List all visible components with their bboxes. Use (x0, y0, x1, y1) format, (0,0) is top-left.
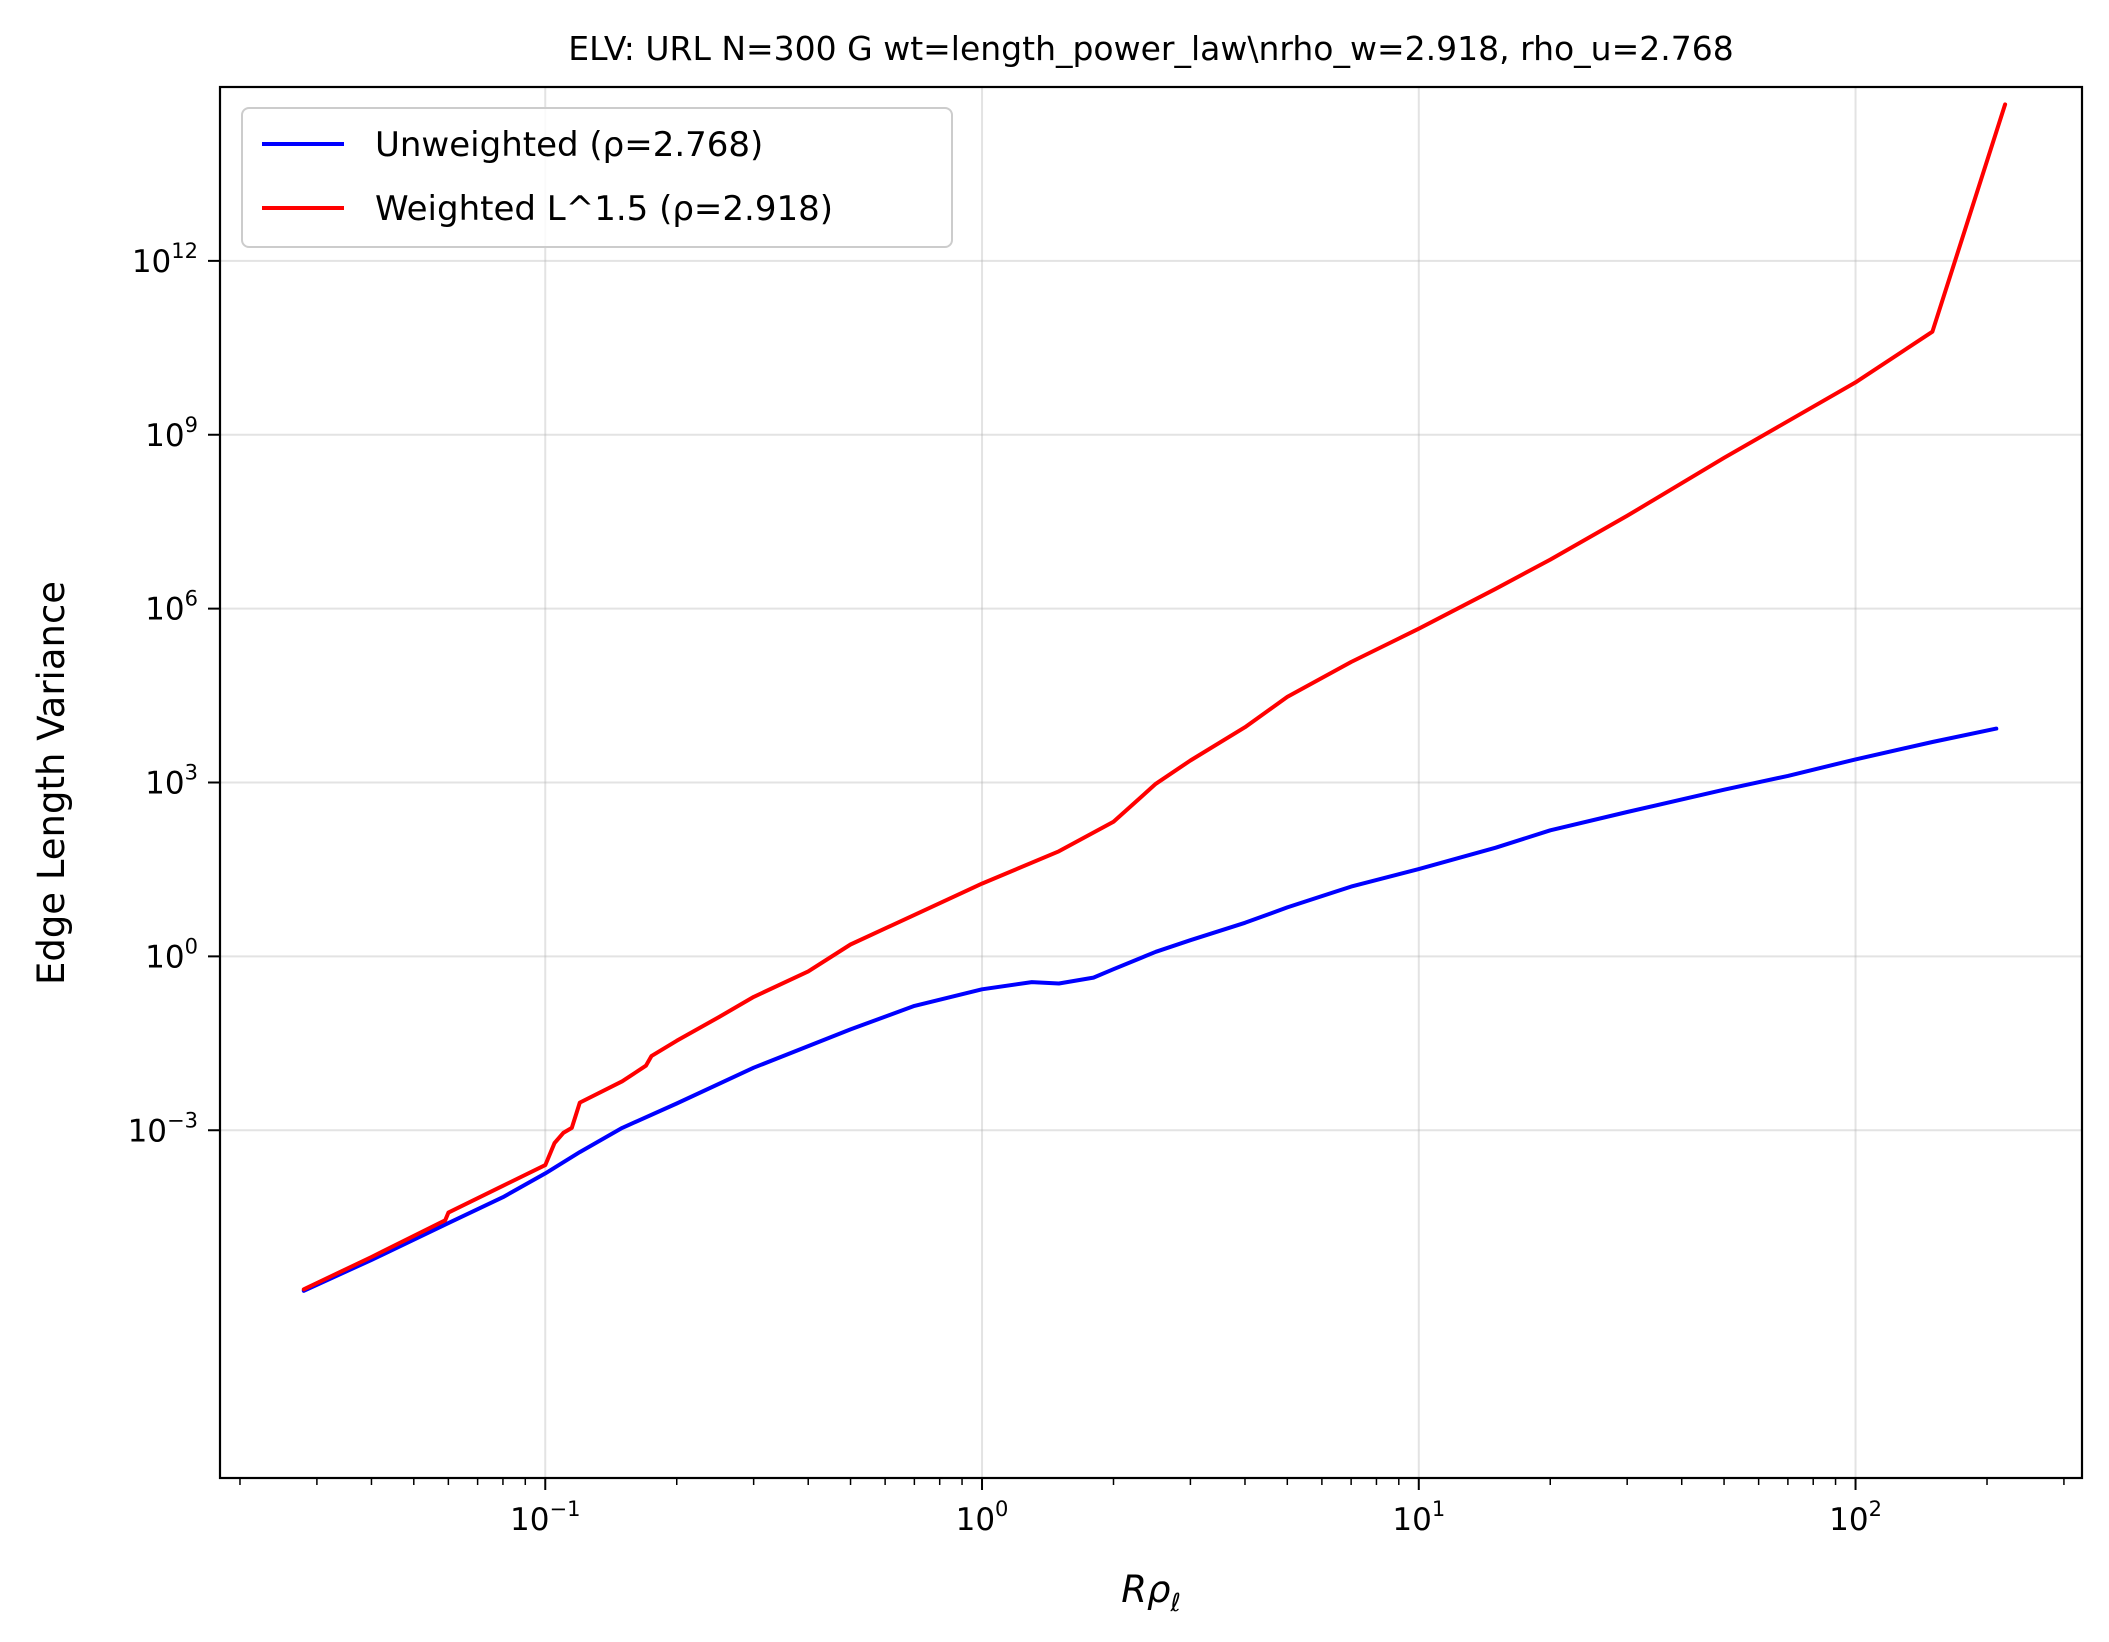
x-tick-label-exp-1: 0 (995, 1497, 1008, 1521)
y-tick-label-exp-4: 9 (185, 413, 198, 437)
y-tick-label-exp-2: 3 (185, 761, 198, 785)
legend-label-unweighted: Unweighted (ρ=2.768) (375, 125, 763, 165)
x-tick-label-0: 10−1 (510, 1497, 580, 1538)
x-tick-label-exp-0: −1 (550, 1497, 581, 1521)
y-axis-title: Edge Length Variance (30, 581, 73, 985)
x-axis-title-base: R (1121, 1568, 1147, 1611)
x-tick-label-3: 102 (1829, 1497, 1882, 1538)
y-tick-label-2: 103 (145, 761, 198, 802)
y-tick-label-0: 10−3 (128, 1108, 198, 1149)
grid-layer (220, 87, 2082, 1478)
x-axis-title-rho: ρ (1147, 1568, 1171, 1611)
x-axis-title-sub: ℓ (1169, 1588, 1180, 1617)
y-tick-label-base-1: 10 (145, 939, 184, 975)
y-tick-label-exp-1: 0 (185, 934, 198, 958)
y-tick-label-base-2: 10 (145, 766, 184, 802)
y-tick-label-exp-3: 6 (185, 587, 198, 611)
y-tick-label-exp-5: 12 (171, 239, 198, 263)
series-line-1 (301, 102, 2008, 1292)
chart-title: ELV: URL N=300 G wt=length_power_law\nrh… (568, 29, 1733, 68)
legend: Unweighted (ρ=2.768) Weighted L^1.5 (ρ=2… (241, 107, 953, 248)
y-tick-label-3: 106 (145, 587, 198, 628)
y-tick-label-base-0: 10 (128, 1113, 167, 1149)
y-tick-label-exp-0: −3 (167, 1108, 198, 1132)
x-axis-title: Rρℓ (1121, 1568, 1181, 1617)
y-tick-label-base-5: 10 (132, 244, 171, 280)
y-tick-label-base-4: 10 (145, 418, 184, 454)
series-layer (301, 102, 2008, 1293)
y-tick-label-base-3: 10 (145, 592, 184, 628)
y-tick-label-5: 1012 (132, 239, 198, 280)
legend-box (241, 107, 953, 248)
x-tick-label-base-1: 10 (956, 1502, 995, 1538)
legend-label-weighted: Weighted L^1.5 (ρ=2.918) (375, 189, 833, 229)
y-tick-label-4: 109 (145, 413, 198, 454)
y-tick-label-1: 100 (145, 934, 198, 975)
x-tick-label-base-3: 10 (1829, 1502, 1868, 1538)
x-tick-label-2: 101 (1392, 1497, 1445, 1538)
x-tick-label-exp-2: 1 (1432, 1497, 1445, 1521)
x-tick-label-exp-3: 2 (1869, 1497, 1882, 1521)
series-line-0 (301, 726, 1999, 1293)
x-tick-label-base-0: 10 (510, 1502, 549, 1538)
x-tick-label-1: 100 (956, 1497, 1009, 1538)
x-tick-label-base-2: 10 (1392, 1502, 1431, 1538)
